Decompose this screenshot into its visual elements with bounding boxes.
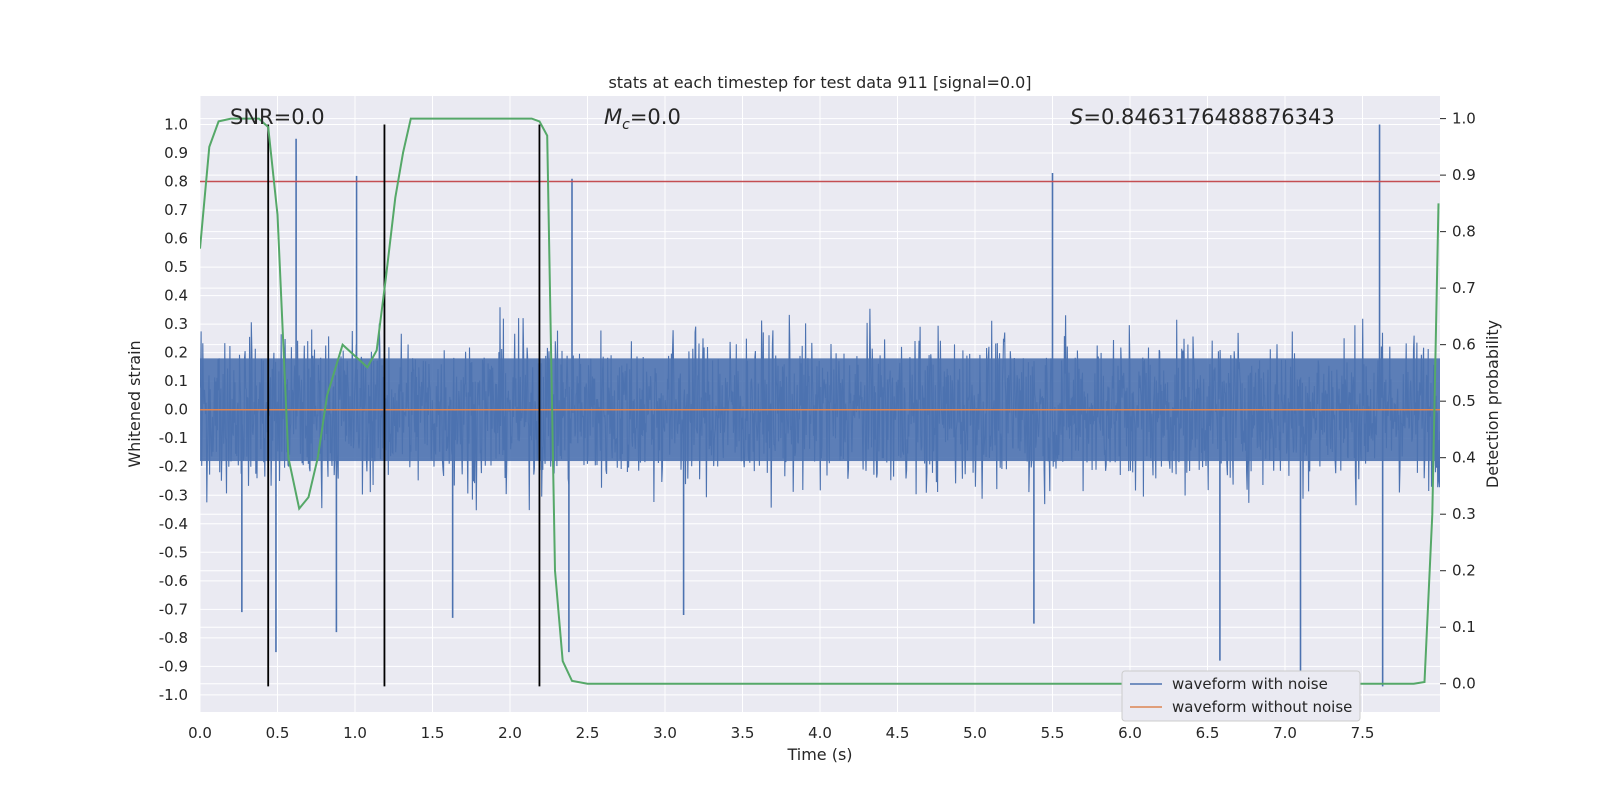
y-tick-label: -0.4 <box>159 515 188 533</box>
y-tick-label: 0.9 <box>164 144 188 162</box>
x-tick-label: 2.5 <box>576 724 600 742</box>
y-tick-label: -0.6 <box>159 572 188 590</box>
x-tick-label: 1.0 <box>343 724 367 742</box>
mc-value: =0.0 <box>630 105 681 129</box>
chart-title: stats at each timestep for test data 911… <box>608 73 1031 92</box>
y-tick-label: -0.5 <box>159 543 188 561</box>
y-tick-label: 0.4 <box>164 287 188 305</box>
right-y-tick-label: 0.8 <box>1452 223 1476 241</box>
right-y-tick-label: 0.4 <box>1452 449 1476 467</box>
y-tick-labels: 1.0 0.9 0.8 0.7 0.6 0.5 0.4 0.3 0.2 0.1 0.0 -0.1 -0.… <box>159 116 188 704</box>
score-annotation: S=0.8463176488876343 <box>1070 105 1335 129</box>
x-tick-label: 3.0 <box>653 724 677 742</box>
right-y-tick-label: 0.7 <box>1452 279 1476 297</box>
y-tick-label: -1.0 <box>159 686 188 704</box>
right-y-tick-label: 0.9 <box>1452 166 1476 184</box>
x-axis-label: Time (s) <box>786 745 852 764</box>
x-tick-label: 1.5 <box>421 724 445 742</box>
y-tick-label: 0.3 <box>164 315 188 333</box>
x-tick-label: 4.0 <box>808 724 832 742</box>
right-y-tick-label: 0.0 <box>1452 675 1476 693</box>
right-y-tick-label: 0.3 <box>1452 505 1476 523</box>
y-tick-label: 0.1 <box>164 372 188 390</box>
right-y-tick-label: 0.2 <box>1452 562 1476 580</box>
x-tick-labels: 0.0 0.5 1.0 1.5 2.0 2.5 3.0 3.5 4.0 4.5 5.0 5.5 6.0 6… <box>188 724 1374 742</box>
y-tick-label: -0.8 <box>159 629 188 647</box>
legend-box <box>1121 670 1361 722</box>
y-tick-label: 0.7 <box>164 201 188 219</box>
y-tick-label: 1.0 <box>164 116 188 134</box>
right-y-tick-label: 0.1 <box>1452 618 1476 636</box>
y-tick-label: 0.6 <box>164 230 188 248</box>
right-y-axis-label: Detection probability <box>1483 320 1502 488</box>
x-tick-label: 4.5 <box>886 724 910 742</box>
right-y-tick-label: 0.6 <box>1452 336 1476 354</box>
x-tick-label: 0.5 <box>266 724 290 742</box>
x-tick-label: 5.0 <box>963 724 987 742</box>
s-symbol: S <box>1070 105 1083 129</box>
x-tick-label: 2.0 <box>498 724 522 742</box>
x-tick-label: 7.0 <box>1273 724 1297 742</box>
x-tick-label: 6.5 <box>1196 724 1220 742</box>
x-tick-label: 7.5 <box>1351 724 1375 742</box>
legend: waveform with noise waveform without noi… <box>1121 670 1361 722</box>
y-tick-label: -0.2 <box>159 458 188 476</box>
mc-symbol: M <box>604 105 622 129</box>
right-y-tick-labels: 1.0 0.9 0.8 0.7 0.6 0.5 0.4 0.3 0.2 0.1 0.0 <box>1440 110 1476 693</box>
right-y-tick-label: 0.5 <box>1452 392 1476 410</box>
y-tick-label: 0.0 <box>164 401 188 419</box>
x-tick-label: 6.0 <box>1118 724 1142 742</box>
detection-probability-series <box>200 117 1440 685</box>
detection-probability-line <box>200 117 1440 685</box>
y-tick-label: -0.1 <box>159 429 188 447</box>
y-axis-label: Whitened strain <box>125 340 144 467</box>
snr-annotation: SNR=0.0 <box>230 105 325 129</box>
s-value: =0.8463176488876343 <box>1083 105 1334 129</box>
y-tick-label: 0.5 <box>164 258 188 276</box>
y-tick-label: 0.8 <box>164 173 188 191</box>
y-tick-label: 0.2 <box>164 344 188 362</box>
chirp-mass-annotation: Mc=0.0 <box>604 105 681 133</box>
mc-subscript: c <box>622 117 630 133</box>
y-tick-label: -0.9 <box>159 657 188 675</box>
vertical-markers <box>267 124 541 687</box>
x-tick-label: 3.5 <box>731 724 755 742</box>
right-y-tick-label: 1.0 <box>1452 110 1476 128</box>
x-tick-label: 5.5 <box>1041 724 1065 742</box>
y-tick-label: -0.7 <box>159 600 188 618</box>
y-tick-label: -0.3 <box>159 486 188 504</box>
legend-label-clean: waveform without noise <box>1172 698 1352 716</box>
legend-label-noisy: waveform with noise <box>1172 675 1328 693</box>
x-tick-label: 0.0 <box>188 724 212 742</box>
